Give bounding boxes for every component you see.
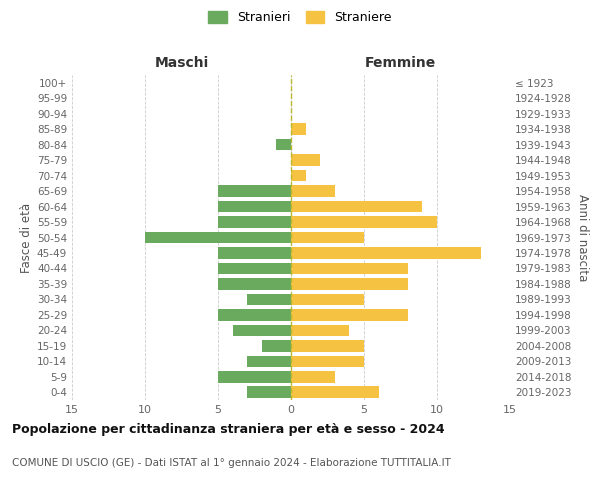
Bar bbox=[291, 154, 320, 166]
Text: COMUNE DI USCIO (GE) - Dati ISTAT al 1° gennaio 2024 - Elaborazione TUTTITALIA.I: COMUNE DI USCIO (GE) - Dati ISTAT al 1° … bbox=[12, 458, 451, 468]
Bar bbox=[291, 386, 379, 398]
Text: Maschi: Maschi bbox=[154, 56, 209, 70]
Bar bbox=[291, 340, 364, 351]
Bar bbox=[247, 294, 291, 305]
Bar bbox=[218, 309, 291, 320]
Bar bbox=[291, 247, 481, 259]
Bar bbox=[262, 340, 291, 351]
Bar bbox=[277, 139, 291, 150]
Bar bbox=[291, 200, 422, 212]
Bar bbox=[291, 262, 408, 274]
Y-axis label: Anni di nascita: Anni di nascita bbox=[576, 194, 589, 281]
Legend: Stranieri, Straniere: Stranieri, Straniere bbox=[206, 8, 394, 26]
Bar bbox=[218, 278, 291, 289]
Bar bbox=[233, 324, 291, 336]
Bar bbox=[218, 200, 291, 212]
Bar bbox=[218, 186, 291, 197]
Bar bbox=[291, 278, 408, 289]
Bar bbox=[291, 356, 364, 367]
Bar bbox=[218, 216, 291, 228]
Text: Femmine: Femmine bbox=[365, 56, 436, 70]
Bar bbox=[291, 170, 305, 181]
Bar bbox=[291, 371, 335, 382]
Bar bbox=[145, 232, 291, 243]
Bar bbox=[291, 216, 437, 228]
Bar bbox=[291, 186, 335, 197]
Bar bbox=[291, 294, 364, 305]
Bar bbox=[291, 232, 364, 243]
Bar bbox=[291, 309, 408, 320]
Bar bbox=[218, 247, 291, 259]
Text: Popolazione per cittadinanza straniera per età e sesso - 2024: Popolazione per cittadinanza straniera p… bbox=[12, 422, 445, 436]
Bar bbox=[291, 324, 349, 336]
Bar bbox=[218, 371, 291, 382]
Bar bbox=[218, 262, 291, 274]
Bar bbox=[247, 356, 291, 367]
Y-axis label: Fasce di età: Fasce di età bbox=[20, 202, 33, 272]
Bar bbox=[247, 386, 291, 398]
Bar bbox=[291, 124, 305, 135]
